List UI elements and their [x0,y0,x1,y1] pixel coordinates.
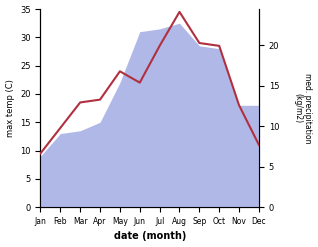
Y-axis label: med. precipitation
(kg/m2): med. precipitation (kg/m2) [293,73,313,143]
Y-axis label: max temp (C): max temp (C) [5,79,15,137]
X-axis label: date (month): date (month) [114,231,186,242]
